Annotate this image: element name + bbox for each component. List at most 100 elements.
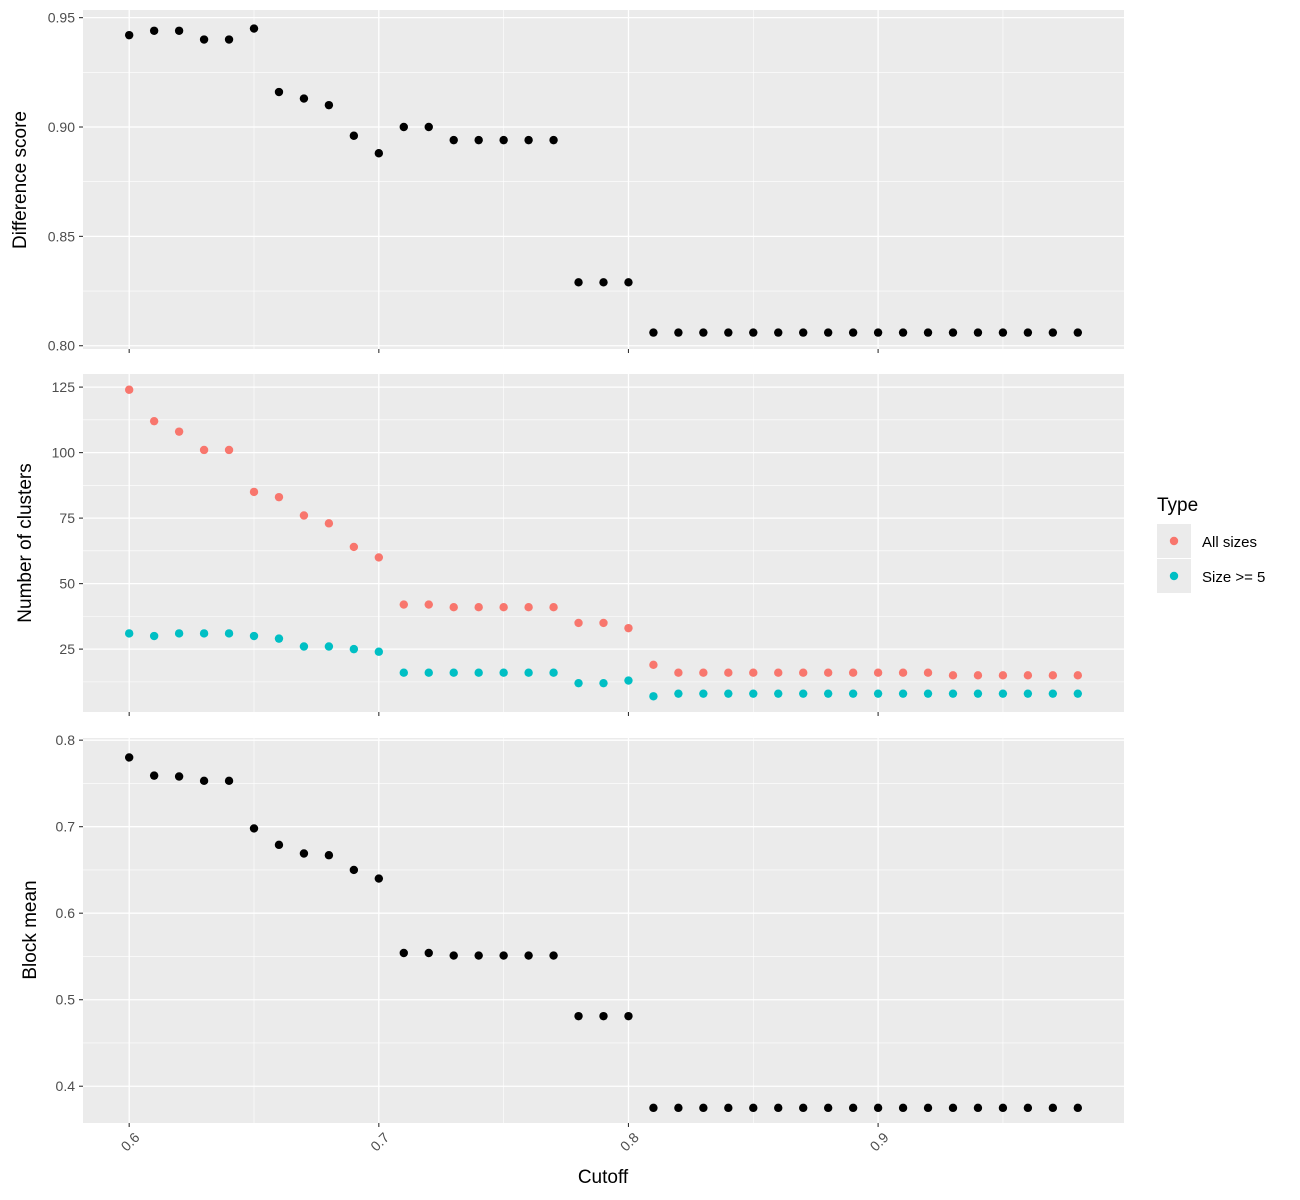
point-size-5: [199, 629, 209, 638]
point-all-sizes: [149, 416, 159, 426]
data-point: [249, 824, 259, 833]
block-mean-panel: 0.4 0.5 0.6 0.7 0.8 0.6 0.7 0.8 0.9: [56, 732, 1124, 1154]
data-point: [1073, 328, 1083, 337]
data-point: [724, 328, 733, 337]
point-size-5: [599, 678, 608, 688]
point-size-5: [249, 631, 259, 641]
data-point: [799, 328, 808, 337]
data-point: [224, 776, 234, 786]
data-point: [699, 328, 708, 337]
data-point: [199, 35, 209, 44]
point-size-5: [424, 668, 433, 677]
data-point: [424, 122, 433, 132]
y-tick-label: 50: [59, 576, 75, 592]
point-all-sizes: [499, 602, 508, 612]
data-point: [674, 1103, 683, 1113]
data-point: [524, 951, 533, 960]
data-point: [349, 865, 359, 875]
data-point: [299, 849, 309, 858]
point-all-sizes: [973, 671, 983, 680]
data-point: [1048, 328, 1058, 337]
point-size-5: [449, 668, 458, 677]
point-all-sizes: [224, 445, 234, 455]
point-size-5: [499, 668, 508, 677]
data-point: [524, 135, 533, 145]
point-all-sizes: [524, 602, 533, 612]
data-point: [449, 951, 458, 960]
panel-background: [83, 374, 1124, 712]
y-tick-label: 0.4: [56, 1078, 76, 1094]
panel-background: [83, 738, 1124, 1123]
data-point: [199, 776, 209, 786]
data-point: [774, 1103, 783, 1113]
data-point: [624, 278, 633, 287]
data-point: [674, 328, 683, 337]
point-all-sizes: [799, 668, 808, 677]
point-all-sizes: [1023, 671, 1033, 680]
point-size-5: [399, 668, 408, 677]
point-size-5: [774, 689, 783, 698]
point-all-sizes: [649, 660, 658, 670]
data-point: [149, 771, 159, 780]
data-point: [923, 1103, 933, 1113]
point-all-sizes: [399, 600, 408, 609]
data-point: [299, 94, 309, 103]
y-tick-label: 25: [59, 641, 75, 657]
data-point: [399, 122, 408, 132]
point-all-sizes: [374, 553, 384, 562]
point-size-5: [149, 631, 159, 641]
data-point: [649, 1103, 658, 1113]
data-point: [873, 1103, 883, 1113]
data-point: [973, 1103, 983, 1113]
y-axis-title-block-mean: Block mean: [20, 880, 41, 979]
data-point: [699, 1103, 708, 1113]
data-point: [399, 948, 408, 958]
data-point: [599, 1011, 608, 1021]
point-all-sizes: [823, 668, 833, 677]
point-all-sizes: [898, 668, 908, 677]
point-size-5: [474, 668, 483, 677]
data-point: [499, 135, 508, 145]
point-all-sizes: [724, 668, 733, 677]
data-point: [1048, 1103, 1058, 1113]
legend-label-size-5: Size >= 5: [1202, 569, 1265, 586]
x-tick-label: 0.6: [118, 1129, 143, 1154]
x-tick-label: 0.8: [617, 1129, 642, 1154]
data-point: [274, 840, 284, 850]
data-point: [324, 100, 334, 110]
data-point: [998, 328, 1008, 337]
point-size-5: [699, 689, 708, 698]
point-all-sizes: [199, 445, 209, 455]
point-size-5: [724, 689, 733, 698]
point-size-5: [174, 629, 184, 638]
data-point: [549, 951, 558, 960]
point-size-5: [524, 668, 533, 677]
point-all-sizes: [873, 668, 883, 677]
y-tick-label: 0.90: [48, 119, 75, 135]
point-all-sizes: [299, 511, 309, 520]
x-tick-label: 0.9: [867, 1129, 892, 1154]
data-point: [224, 35, 234, 44]
data-point: [574, 278, 583, 287]
y-axis-title-number-of-clusters: Number of clusters: [15, 463, 36, 622]
data-point: [898, 328, 908, 337]
point-all-sizes: [324, 519, 334, 528]
legend-key-all-sizes: [1169, 536, 1179, 546]
point-all-sizes: [774, 668, 783, 677]
point-size-5: [998, 689, 1008, 698]
point-all-sizes: [574, 618, 583, 628]
point-size-5: [1023, 689, 1033, 698]
data-point: [823, 328, 833, 337]
point-all-sizes: [624, 623, 633, 633]
data-point: [823, 1103, 833, 1113]
point-all-sizes: [349, 542, 359, 552]
point-size-5: [973, 689, 983, 698]
y-tick-label: 0.7: [56, 819, 76, 835]
data-point: [274, 87, 284, 97]
point-size-5: [1048, 689, 1058, 698]
data-point: [998, 1103, 1008, 1113]
y-tick-label: 0.85: [48, 228, 75, 244]
point-all-sizes: [174, 427, 184, 436]
data-point: [424, 948, 433, 958]
point-size-5: [549, 668, 558, 677]
